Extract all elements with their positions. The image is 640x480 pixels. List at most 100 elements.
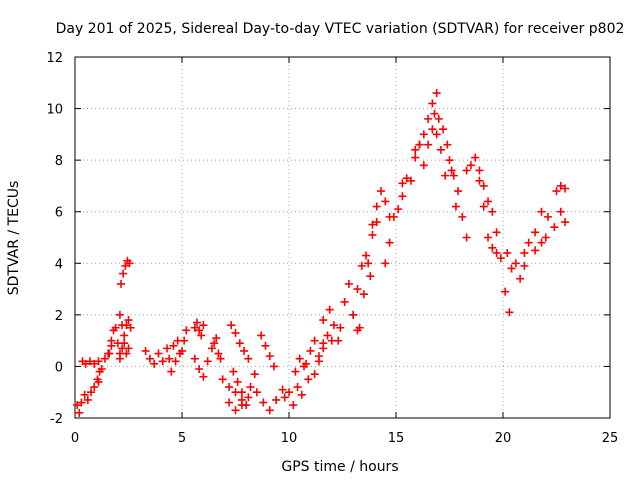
data-point (550, 223, 559, 232)
data-point (479, 181, 488, 190)
data-point (207, 344, 216, 353)
data-point (466, 161, 475, 170)
data-point (432, 89, 441, 98)
chart-title: Day 201 of 2025, Sidereal Day-to-day VTE… (56, 21, 625, 37)
data-point (449, 171, 458, 180)
data-point (190, 323, 199, 332)
data-point (291, 367, 300, 376)
data-point (97, 365, 106, 374)
data-point (75, 408, 84, 417)
data-point (325, 305, 334, 314)
data-point (105, 349, 114, 358)
data-point (83, 395, 92, 404)
data-point (443, 140, 452, 149)
data-point (107, 336, 116, 345)
data-point (289, 401, 298, 410)
data-point (87, 388, 96, 397)
data-point (199, 321, 208, 330)
data-point (85, 357, 94, 366)
data-point (336, 323, 345, 332)
data-point (357, 261, 366, 270)
data-point (227, 321, 236, 330)
data-point (121, 261, 130, 270)
data-point (475, 176, 484, 185)
data-point (531, 228, 540, 237)
data-point (212, 334, 221, 343)
data-point (334, 336, 343, 345)
data-point (237, 401, 246, 410)
data-point (257, 331, 266, 340)
data-point (364, 259, 373, 268)
data-point (154, 349, 163, 358)
data-point (111, 323, 120, 332)
data-point (524, 238, 533, 247)
data-point (304, 375, 313, 384)
data-point (511, 259, 520, 268)
x-tick-label: 5 (178, 431, 186, 446)
data-point (195, 326, 204, 335)
data-point (272, 395, 281, 404)
data-point (314, 357, 323, 366)
data-point (306, 346, 315, 355)
data-point (340, 297, 349, 306)
data-point (295, 354, 304, 363)
data-point (441, 171, 450, 180)
data-point (270, 362, 279, 371)
x-tick-label: 15 (388, 431, 405, 446)
y-tick-label: 6 (55, 206, 63, 221)
x-tick-label: 20 (495, 431, 512, 446)
data-point (436, 145, 445, 154)
data-point (265, 406, 274, 415)
data-point (203, 357, 212, 366)
data-point (488, 243, 497, 252)
data-point (445, 156, 454, 165)
data-point (424, 114, 433, 123)
data-point (402, 174, 411, 183)
y-tick-label: 4 (55, 257, 63, 272)
data-point (145, 354, 154, 363)
data-point (199, 372, 208, 381)
data-point (122, 349, 131, 358)
data-point (119, 269, 128, 278)
data-point (240, 346, 249, 355)
data-point (475, 166, 484, 175)
data-point (233, 377, 242, 386)
data-point (359, 290, 368, 299)
data-point (122, 321, 131, 330)
data-point (389, 212, 398, 221)
data-point (225, 383, 234, 392)
x-tick-label: 0 (71, 431, 79, 446)
data-point (503, 248, 512, 257)
data-point (377, 187, 386, 196)
data-point (432, 130, 441, 139)
data-point (428, 99, 437, 108)
data-point (182, 326, 191, 335)
data-point (252, 388, 261, 397)
data-point (537, 207, 546, 216)
data-point (501, 287, 510, 296)
data-point (216, 354, 225, 363)
data-point (411, 153, 420, 162)
data-point (439, 125, 448, 134)
y-tick-label: 10 (46, 103, 63, 118)
data-point (73, 401, 82, 410)
y-tick-label: 12 (46, 51, 63, 66)
data-point (319, 316, 328, 325)
data-point (278, 385, 287, 394)
data-point (124, 316, 133, 325)
data-point (180, 336, 189, 345)
data-point (362, 251, 371, 260)
data-point (310, 370, 319, 379)
data-point (197, 331, 206, 340)
data-point (229, 367, 238, 376)
data-point (454, 187, 463, 196)
data-point (355, 323, 364, 332)
data-point (265, 352, 274, 361)
data-point (165, 354, 174, 363)
data-point (302, 359, 311, 368)
x-tick-label: 10 (281, 431, 298, 446)
data-point (462, 166, 471, 175)
data-point (424, 140, 433, 149)
data-point (125, 259, 134, 268)
